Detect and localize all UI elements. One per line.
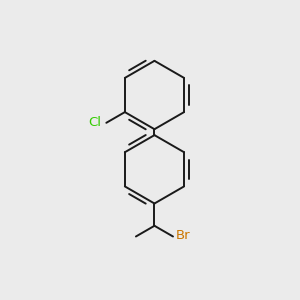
Text: Br: Br bbox=[176, 230, 190, 242]
Text: Cl: Cl bbox=[88, 116, 101, 129]
